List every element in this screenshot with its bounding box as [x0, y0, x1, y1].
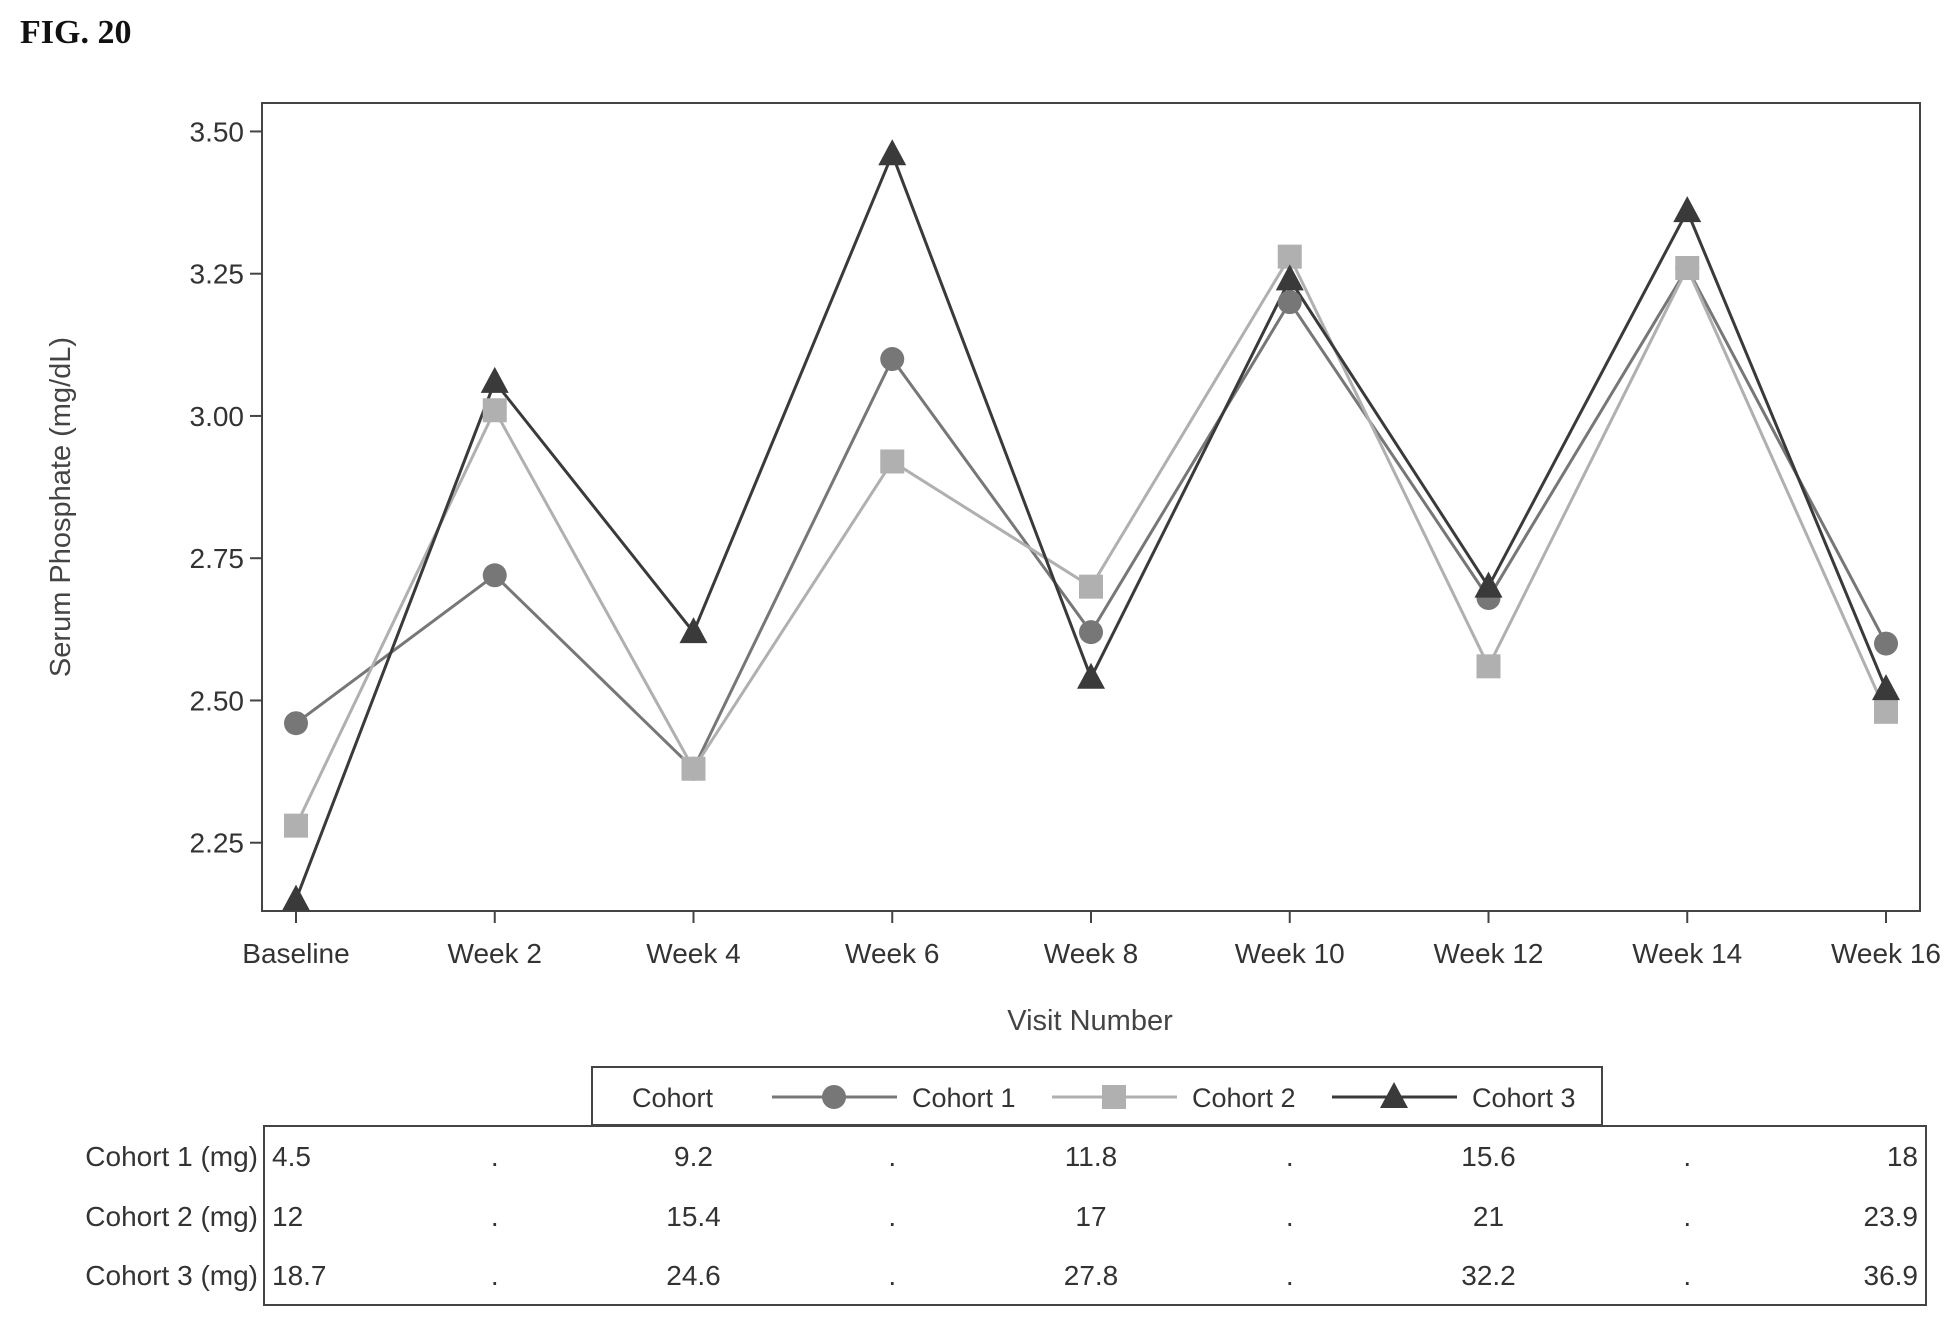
x-tick-label: Week 2	[448, 938, 542, 969]
series-markers	[282, 139, 1900, 911]
dose-cell: 12	[272, 1201, 303, 1232]
data-point-cohort-3	[1275, 264, 1304, 291]
data-point-cohort-2	[284, 813, 308, 838]
dose-cell: .	[1683, 1201, 1691, 1232]
x-tick-label: Week 12	[1434, 938, 1544, 969]
dose-cell: .	[491, 1260, 499, 1291]
data-point-cohort-1	[284, 711, 308, 736]
dose-cell: .	[888, 1201, 896, 1232]
data-point-cohort-2	[681, 756, 706, 781]
dose-row-label: Cohort 3 (mg)	[85, 1260, 258, 1291]
data-point-cohort-2	[1277, 244, 1302, 269]
dose-cell: 11.8	[1065, 1141, 1117, 1172]
dose-cell: 18.7	[272, 1260, 327, 1291]
data-point-cohort-3	[1474, 571, 1503, 598]
dose-cell: 24.6	[666, 1260, 721, 1291]
dose-cell: .	[1683, 1141, 1691, 1172]
series-line-cohort-1	[295, 264, 1888, 772]
series-line-cohort-3	[294, 150, 1888, 901]
y-axis-title: Serum Phosphate (mg/dL)	[45, 337, 77, 677]
y-tick-label: 2.25	[190, 828, 245, 859]
dose-table-frame	[263, 1125, 1927, 1306]
data-point-cohort-3	[1673, 196, 1702, 223]
dose-cell: 17	[1075, 1201, 1106, 1232]
x-tick-label: Week 6	[845, 938, 939, 969]
dose-cell: .	[888, 1260, 896, 1291]
data-point-cohort-3	[480, 366, 509, 393]
y-tick-label: 3.00	[190, 401, 245, 432]
data-point-cohort-3	[1077, 662, 1105, 689]
dose-row-label: Cohort 1 (mg)	[85, 1141, 258, 1172]
dose-cell: .	[1286, 1141, 1294, 1172]
data-point-cohort-3	[1872, 674, 1900, 701]
x-tick-label: Week 8	[1044, 938, 1138, 969]
y-tick-label: 3.25	[190, 259, 245, 290]
plot-frame	[261, 102, 1921, 912]
data-point-cohort-1	[482, 563, 507, 588]
legend-label-cohort-2: Cohort 2	[1192, 1083, 1296, 1113]
x-tick-label: Week 4	[646, 938, 740, 969]
y-tick-label: 2.50	[190, 685, 245, 716]
dose-row-label: Cohort 2 (mg)	[85, 1201, 258, 1232]
x-tick-label: Week 10	[1235, 938, 1345, 969]
dose-cell: 21	[1473, 1201, 1504, 1232]
dose-cell: 15.6	[1461, 1141, 1516, 1172]
dose-cell: 27.8	[1064, 1260, 1119, 1291]
y-tick-label: 2.75	[190, 543, 245, 574]
dose-table: Cohort 1 (mg) 4.5. 9.2. 11.8. 15.6. 18 Cohort …	[85, 1125, 1927, 1306]
dose-cell: 4.5	[272, 1141, 311, 1172]
dose-cell: 36.9	[1864, 1260, 1919, 1291]
dose-cell: 23.9	[1864, 1201, 1919, 1232]
data-point-cohort-1	[1874, 631, 1898, 656]
dose-cell: .	[491, 1201, 499, 1232]
data-point-cohort-2	[1476, 654, 1501, 679]
x-axis-title: Visit Number	[1007, 1005, 1173, 1037]
series-lines	[294, 150, 1888, 901]
data-point-cohort-2	[1675, 256, 1700, 281]
dose-cell: 9.2	[674, 1141, 713, 1172]
data-point-cohort-2	[880, 449, 905, 474]
dose-cell: 15.4	[666, 1201, 721, 1232]
data-point-cohort-1	[1277, 290, 1302, 315]
dose-cell: 18	[1887, 1141, 1918, 1172]
data-point-cohort-2	[482, 398, 507, 423]
x-tick-label: Week 16	[1831, 938, 1941, 969]
legend-label-cohort-3: Cohort 3	[1472, 1083, 1576, 1113]
x-tick-label: Baseline	[242, 938, 349, 969]
dose-cell: 32.2	[1461, 1260, 1516, 1291]
data-point-cohort-2	[1874, 699, 1898, 724]
y-tick-label: 3.50	[190, 116, 245, 147]
dose-cell: .	[1683, 1260, 1691, 1291]
data-point-cohort-3	[282, 884, 310, 911]
series-line-cohort-2	[294, 253, 1888, 827]
data-point-cohort-1	[1079, 620, 1103, 645]
legend-label-cohort-1: Cohort 1	[912, 1083, 1016, 1113]
data-point-cohort-3	[878, 139, 907, 166]
legend-marker-cohort-3	[1380, 1082, 1408, 1108]
data-point-cohort-3	[679, 617, 708, 644]
legend-marker-cohort-1	[822, 1085, 846, 1109]
legend-title: Cohort	[632, 1083, 714, 1113]
dose-cell: .	[1286, 1260, 1294, 1291]
dose-cell: .	[491, 1141, 499, 1172]
x-axis: Baseline Week 2 Week 4 Week 6 Week 8 Week 10 W…	[242, 911, 1941, 969]
legend-marker-cohort-2	[1102, 1085, 1126, 1109]
y-axis: 2.25 2.50 2.75 3.00 3.25 3.50	[190, 116, 262, 859]
data-point-cohort-1	[880, 347, 905, 372]
figure-label: FIG. 20	[20, 14, 132, 51]
dose-cell: .	[888, 1141, 896, 1172]
dose-cell: .	[1286, 1201, 1294, 1232]
x-tick-label: Week 14	[1632, 938, 1742, 969]
data-point-cohort-2	[1079, 574, 1103, 599]
legend: Cohort Cohort 1 Cohort 2 Cohort 3	[591, 1066, 1603, 1126]
